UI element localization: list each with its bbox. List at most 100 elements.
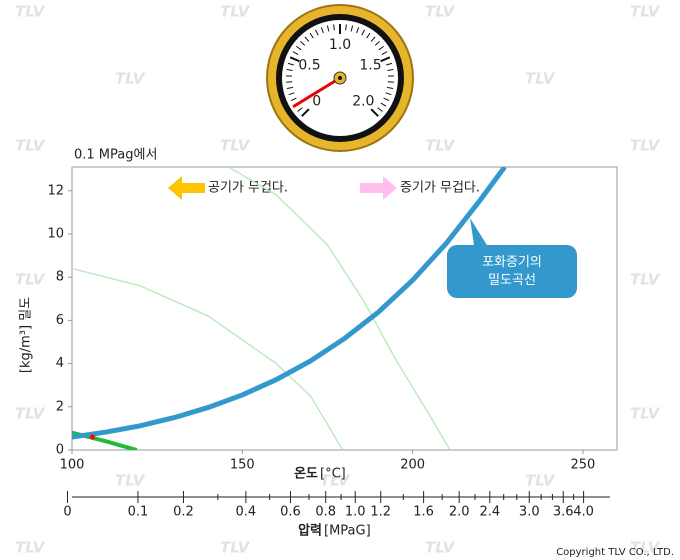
- gauge-tick: [286, 86, 294, 90]
- gauge-tick: [370, 108, 379, 117]
- watermark: TLV: [525, 70, 556, 88]
- plot: [71, 167, 507, 450]
- gauge-label: 0.5: [298, 57, 320, 73]
- watermark: TLV: [115, 472, 146, 490]
- y-tick-label: 2: [56, 399, 64, 414]
- x2-tick-label: 0.2: [173, 505, 194, 520]
- gauge-tick: [333, 24, 335, 31]
- watermark: TLV: [15, 271, 46, 289]
- gauge-label: 0: [312, 93, 321, 109]
- x-axis-label: 온도: [294, 467, 318, 482]
- x2-axis-label: 압력: [298, 524, 322, 539]
- series-line: [71, 167, 507, 440]
- gauge-scale: 0 0.5 1.0 1.5 2.0: [286, 24, 394, 117]
- gauge-tick: [386, 62, 393, 66]
- arrow-left: [168, 176, 205, 200]
- y-tick-label: 8: [56, 270, 64, 285]
- x-tick-label: 150: [230, 458, 255, 473]
- arrow-right: [360, 176, 397, 200]
- gauge-tick: [315, 29, 319, 36]
- watermark: TLV: [15, 539, 46, 557]
- gauge-tick: [356, 27, 360, 34]
- y-tick-label: 4: [56, 356, 64, 371]
- callout-pointer: [470, 218, 490, 252]
- series-line: [71, 267, 344, 450]
- watermark: TLV: [525, 472, 556, 490]
- gauge-tick: [370, 36, 376, 42]
- y-tick-label: 10: [47, 226, 64, 241]
- gauge-tick: [301, 108, 310, 117]
- x-axis-unit: [°C]: [320, 467, 346, 482]
- gauge-tick: [309, 32, 314, 39]
- x2-tick-label: 3.6: [553, 505, 574, 520]
- watermark: TLV: [115, 70, 146, 88]
- gauge-tick: [387, 69, 394, 71]
- watermark: TLV: [15, 137, 46, 155]
- gauge-tick: [326, 25, 330, 32]
- copyright: Copyright TLV CO., LTD.: [556, 547, 674, 558]
- gauge-tick: [292, 51, 299, 55]
- gauge-tick: [296, 45, 302, 51]
- gauge-needle: [292, 76, 341, 109]
- plot-area: [71, 166, 618, 451]
- gauge-hub-center: [338, 76, 342, 80]
- x2-tick-label: 3.0: [519, 505, 540, 520]
- x2-tick-label: 1.6: [413, 505, 434, 520]
- x2-tick-label: 2.0: [449, 505, 470, 520]
- watermark: TLV: [425, 137, 456, 155]
- gauge-tick: [290, 97, 297, 102]
- y-tick-label: 0: [56, 443, 64, 458]
- gauge-tick: [297, 107, 303, 112]
- watermark: TLV: [15, 3, 46, 21]
- x-tick-label: 200: [400, 458, 425, 473]
- subtitle: 0.1 MPag에서: [74, 148, 157, 163]
- watermark: TLV: [630, 3, 661, 21]
- x2-tick-label: 0.1: [128, 505, 149, 520]
- watermark: TLV: [220, 137, 251, 155]
- gauge-tick: [361, 29, 365, 36]
- watermark: TLV: [320, 472, 351, 490]
- annotation: 증기가 무겁다.: [400, 181, 480, 196]
- legend-entry: 포화증기의 밀도곡선: [482, 255, 542, 288]
- gauge-tick: [350, 25, 354, 32]
- gauge-label: 1.5: [359, 57, 381, 73]
- gauge-label: 2.0: [352, 93, 374, 109]
- watermark: TLV: [630, 539, 661, 557]
- gauge-tick: [366, 32, 371, 39]
- x2-tick-label: 1.0: [345, 505, 366, 520]
- gauge-tick: [286, 69, 293, 71]
- gauge-tick: [289, 56, 300, 63]
- watermark: TLV: [425, 3, 456, 21]
- gauge-tick: [383, 97, 390, 102]
- x2-tick-label: 0: [63, 505, 71, 520]
- x2-tick-label: 4.0: [573, 505, 594, 520]
- watermark: TLV: [425, 539, 456, 557]
- gauge-tick: [288, 92, 295, 96]
- gauge-tick: [381, 51, 388, 55]
- gauge-tick: [287, 62, 294, 66]
- annotation: 공기가 무겁다.: [208, 181, 288, 196]
- gauge-tick: [374, 40, 380, 46]
- gauge-tick: [377, 107, 383, 112]
- gauge-label: 1.0: [329, 37, 351, 53]
- x2-tick-label: 0.6: [280, 505, 301, 520]
- callout: [447, 245, 577, 298]
- gauge-tick: [378, 45, 384, 51]
- gauge-tick: [345, 24, 347, 31]
- gauge-tick: [385, 92, 392, 96]
- watermark: TLV: [220, 3, 251, 21]
- y-axis-label: [kg/m³] 밀도: [19, 297, 34, 373]
- watermark: TLV: [15, 405, 46, 423]
- watermark: TLV: [630, 271, 661, 289]
- gauge-tick: [304, 36, 310, 42]
- gauge-tick: [380, 56, 391, 63]
- y-tick-label: 12: [47, 183, 64, 198]
- watermark: TLV: [220, 539, 251, 557]
- x2-tick-label: 2.4: [479, 505, 500, 520]
- gauge-tick: [380, 102, 387, 107]
- marker: [89, 434, 95, 440]
- gauge-tick: [386, 86, 394, 90]
- gauge-tick: [320, 27, 324, 34]
- x2-tick-label: 0.8: [315, 505, 336, 520]
